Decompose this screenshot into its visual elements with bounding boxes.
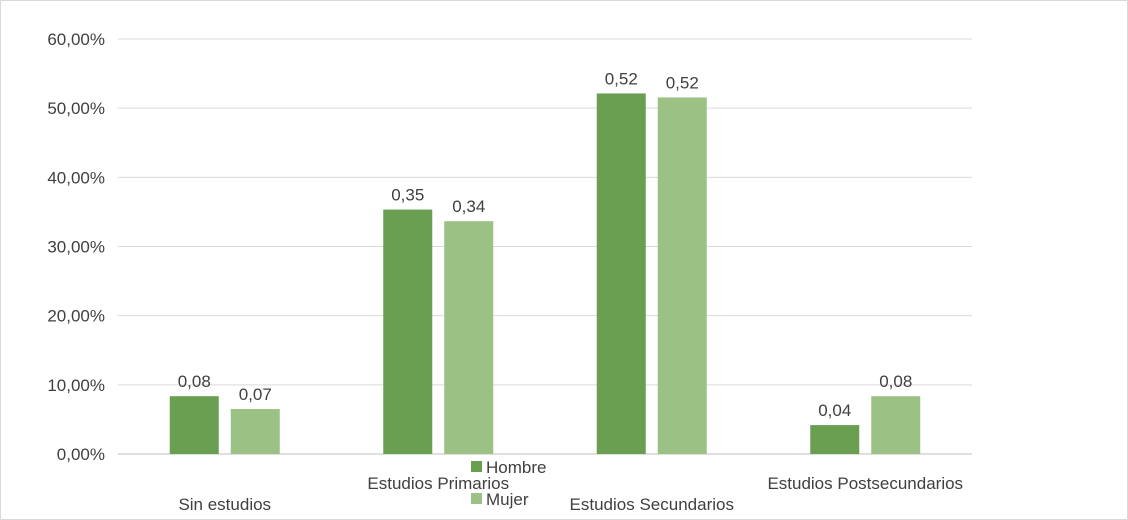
bar-mujer	[871, 396, 921, 454]
y-tick-label: 50,00%	[47, 99, 105, 118]
bar-mujer	[444, 221, 494, 454]
data-label: 0,08	[879, 372, 912, 391]
data-label: 0,35	[391, 186, 424, 205]
data-labels: 0,08 0,07 0,35 0,34 0,52 0,52 0,04 0,08	[178, 69, 913, 420]
data-label: 0,07	[239, 385, 272, 404]
data-label: 0,52	[605, 69, 638, 88]
legend-label-mujer: Mujer	[486, 490, 529, 509]
x-category-label: Estudios Primarios	[367, 474, 509, 493]
y-tick-label: 30,00%	[47, 238, 105, 257]
x-category-label: Sin estudios	[178, 495, 271, 514]
bar-mujer	[657, 97, 707, 454]
bars	[169, 93, 921, 454]
bar-hombre	[810, 425, 860, 454]
x-axis-category-labels: Sin estudios Estudios Primarios Estudios S…	[178, 474, 963, 514]
data-label: 0,34	[452, 197, 485, 216]
bar-hombre	[383, 209, 433, 454]
legend: Hombre Mujer	[471, 458, 546, 509]
legend-swatch-hombre	[471, 461, 482, 472]
y-tick-label: 60,00%	[47, 30, 105, 49]
y-tick-label: 0,00%	[57, 445, 105, 464]
data-label: 0,04	[818, 401, 851, 420]
legend-swatch-mujer	[471, 493, 482, 504]
bar-hombre	[169, 396, 219, 454]
y-tick-label: 20,00%	[47, 307, 105, 326]
x-category-label: Estudios Postsecundarios	[767, 474, 963, 493]
x-category-label: Estudios Secundarios	[570, 495, 734, 514]
bar-hombre	[596, 93, 646, 454]
y-tick-label: 10,00%	[47, 376, 105, 395]
y-axis-tick-labels: 0,00% 10,00% 20,00% 30,00% 40,00% 50,00% 60,00…	[47, 30, 105, 464]
y-tick-label: 40,00%	[47, 168, 105, 187]
bar-mujer	[230, 409, 280, 454]
legend-label-hombre: Hombre	[486, 458, 546, 477]
gridlines	[118, 38, 972, 455]
data-label: 0,08	[178, 372, 211, 391]
data-label: 0,52	[666, 73, 699, 92]
